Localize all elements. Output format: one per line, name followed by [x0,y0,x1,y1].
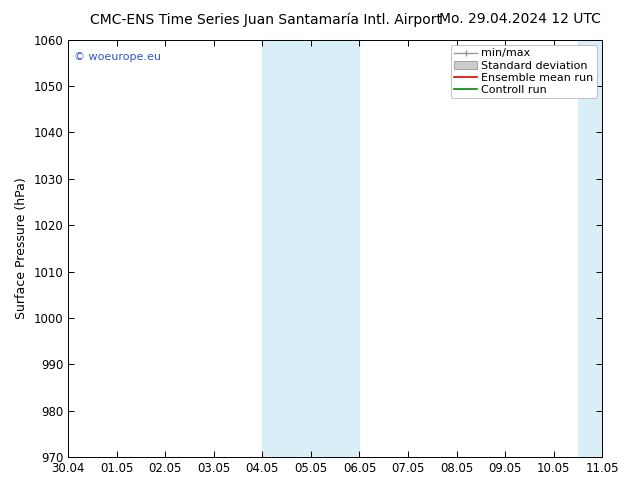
Bar [578,40,602,457]
Bar [311,40,359,457]
Text: Mo. 29.04.2024 12 UTC: Mo. 29.04.2024 12 UTC [439,12,601,26]
Bar [602,40,605,457]
Y-axis label: Surface Pressure (hPa): Surface Pressure (hPa) [15,177,28,319]
Text: © woeurope.eu: © woeurope.eu [74,52,160,62]
Bar [262,40,311,457]
Text: CMC-ENS Time Series Juan Santamaría Intl. Airport: CMC-ENS Time Series Juan Santamaría Intl… [90,12,443,27]
Legend: min/max, Standard deviation, Ensemble mean run, Controll run: min/max, Standard deviation, Ensemble me… [451,45,597,98]
